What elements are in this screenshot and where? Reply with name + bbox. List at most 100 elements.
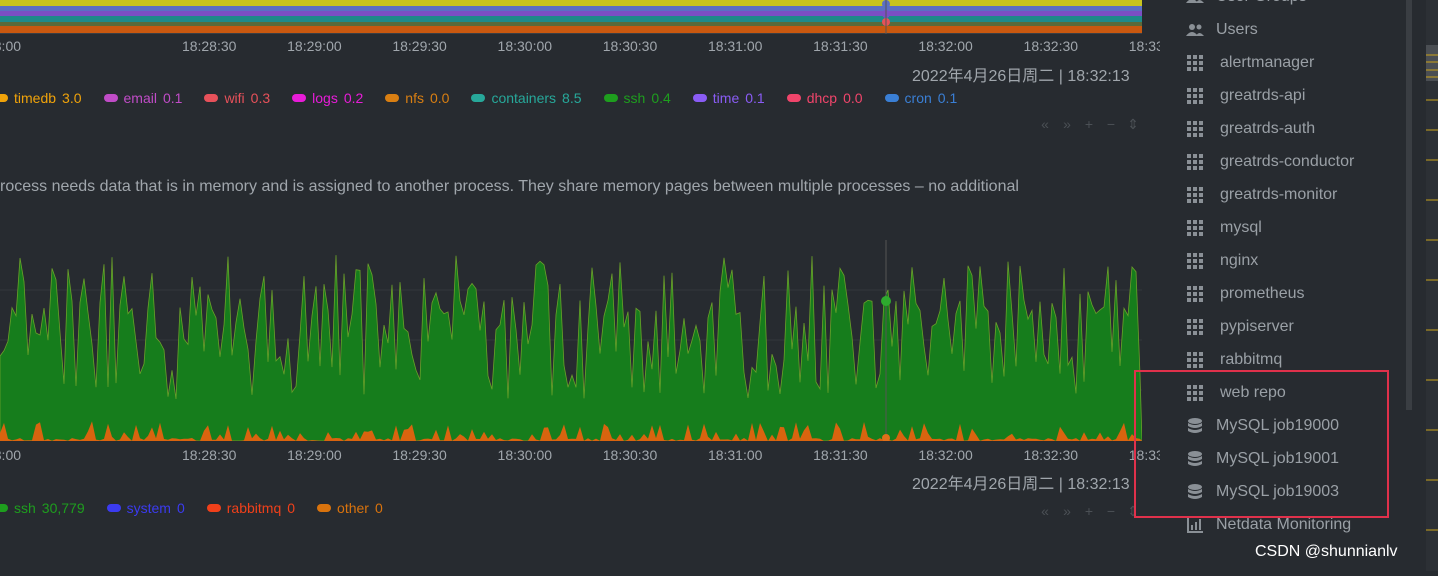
band-nfs <box>0 26 1142 33</box>
legend-label: email <box>123 90 157 106</box>
series-other-area <box>0 421 1142 441</box>
sidebar-item-web-repo[interactable]: web repo <box>1186 381 1286 405</box>
x-tick-label: 18:28:30 <box>181 447 237 463</box>
band-time <box>0 11 1142 16</box>
sidebar-item-greatrds-monitor[interactable]: greatrds-monitor <box>1186 183 1337 207</box>
legend-item-containers[interactable]: containers 8.5 <box>471 90 582 106</box>
legend-value: 30,779 <box>41 500 85 516</box>
legend-item-ssh[interactable]: ssh 0.4 <box>603 90 671 106</box>
pan-right-button[interactable]: » <box>1063 116 1071 132</box>
sidebar-item-label: greatrds-api <box>1220 87 1306 104</box>
database-icon <box>1186 483 1204 501</box>
sidebar-item-label: pypiserver <box>1220 318 1294 335</box>
sidebar-item-greatrds-auth[interactable]: greatrds-auth <box>1186 117 1315 141</box>
sidebar-item-label: prometheus <box>1220 285 1305 302</box>
zoom-out-button[interactable]: − <box>1106 503 1116 519</box>
sidebar-item-mysql[interactable]: mysql <box>1186 216 1262 240</box>
legend-value: 0 <box>176 500 185 516</box>
legend-item-system[interactable]: system 0 <box>106 500 185 516</box>
band-cron <box>0 6 1142 11</box>
chart-top-timestamp: 2022年4月26日周二 | 18:32:13 <box>912 68 1130 85</box>
legend-item-other[interactable]: other 0 <box>317 500 383 516</box>
legend-item-nfs[interactable]: nfs 0.0 <box>385 90 449 106</box>
x-tick-label: 18:30:00 <box>497 38 553 54</box>
zoom-out-button[interactable]: − <box>1106 116 1116 132</box>
legend-item-timedb[interactable]: timedb 3.0 <box>0 90 82 106</box>
highlight-annotation <box>1134 370 1389 518</box>
sidebar-item-user-groups[interactable]: User Groups <box>1186 0 1307 9</box>
database-icon <box>1186 417 1204 435</box>
sidebar-item-mysql-job19001[interactable]: MySQL job19001 <box>1186 447 1339 471</box>
legend-value: 0.2 <box>343 90 364 106</box>
x-tick-label: 18:33:00 <box>1128 38 1160 54</box>
legend-label: timedb <box>14 90 57 106</box>
sidebar-item-rabbitmq[interactable]: rabbitmq <box>1186 348 1282 372</box>
legend-item-cron[interactable]: cron 0.1 <box>884 90 958 106</box>
x-tick-label: 28:00 <box>0 38 22 54</box>
chart-bottom-toolbar: « » + − ⇕ <box>1036 503 1142 520</box>
x-tick-label: 18:32:00 <box>918 38 973 54</box>
grid-icon <box>1186 186 1204 204</box>
sidebar-item-prometheus[interactable]: prometheus <box>1186 282 1305 306</box>
legend-value: 0.1 <box>937 90 958 106</box>
sidebar-item-mysql-job19000[interactable]: MySQL job19000 <box>1186 414 1339 438</box>
resize-button[interactable]: ⇕ <box>1127 503 1139 519</box>
legend-swatch <box>103 94 118 102</box>
chart-bottom-plot <box>0 240 1142 441</box>
legend-item-time[interactable]: time 0.1 <box>692 90 765 106</box>
sidebar-item-alertmanager[interactable]: alertmanager <box>1186 51 1314 75</box>
legend-swatch <box>471 94 486 102</box>
zoom-in-button[interactable]: + <box>1084 116 1094 132</box>
legend-label: logs <box>312 90 338 106</box>
pan-left-button[interactable]: « <box>1041 503 1049 519</box>
legend-swatch <box>0 504 8 512</box>
chart-top-legend: timedb 3.0 email 0.1 wifi 0.3 logs 0.2 nfs 0.0 con… <box>0 90 979 106</box>
grid-icon <box>1186 351 1204 369</box>
band-timedb <box>0 0 1142 6</box>
sidebar-item-label: MySQL job19000 <box>1216 417 1340 434</box>
sidebar-item-nginx[interactable]: nginx <box>1186 249 1258 273</box>
x-tick-label: 18:32:30 <box>1023 38 1079 54</box>
grid-icon <box>1186 285 1204 303</box>
sidebar-item-users[interactable]: Users <box>1186 18 1258 42</box>
chart-top-toolbar: « » + − ⇕ <box>1036 116 1142 133</box>
grid-icon <box>1186 384 1204 402</box>
zoom-in-button[interactable]: + <box>1084 503 1094 519</box>
x-tick-label: 18:31:00 <box>707 38 763 54</box>
legend-value: 0.1 <box>745 90 765 106</box>
minimap-strip[interactable] <box>1426 0 1438 571</box>
grid-icon <box>1186 252 1204 270</box>
legend-item-dhcp[interactable]: dhcp 0.0 <box>786 90 863 106</box>
chart-bottom[interactable] <box>0 240 1142 441</box>
legend-swatch <box>385 94 400 102</box>
legend-item-wifi[interactable]: wifi 0.3 <box>204 90 270 106</box>
chart-top[interactable] <box>0 0 1142 34</box>
legend-swatch <box>317 504 332 512</box>
resize-button[interactable]: ⇕ <box>1127 116 1139 132</box>
sidebar-item-label: Netdata Monitoring <box>1216 516 1352 533</box>
legend-value: 0 <box>374 500 383 516</box>
sidebar-item-pypiserver[interactable]: pypiserver <box>1186 315 1294 339</box>
sidebar-item-greatrds-api[interactable]: greatrds-api <box>1186 84 1305 108</box>
sidebar-scrollbar[interactable] <box>1406 0 1412 410</box>
sidebar-item-mysql-job19003[interactable]: MySQL job19003 <box>1186 480 1339 504</box>
users-icon <box>1186 0 1204 6</box>
legend-value: 0 <box>287 500 296 516</box>
grid-icon <box>1186 87 1204 105</box>
x-tick-label: 18:33:00 <box>1128 447 1160 463</box>
pan-right-button[interactable]: » <box>1063 503 1071 519</box>
legend-item-rabbitmq[interactable]: rabbitmq 0 <box>206 500 296 516</box>
sidebar-item-netdata-monitoring[interactable]: Netdata Monitoring <box>1186 513 1351 537</box>
legend-item-ssh[interactable]: ssh 30,779 <box>0 500 85 516</box>
sidebar-item-label: MySQL job19003 <box>1216 483 1340 500</box>
legend-label: ssh <box>623 90 646 106</box>
legend-value: 8.5 <box>562 90 582 106</box>
legend-item-email[interactable]: email 0.1 <box>103 90 182 106</box>
pan-left-button[interactable]: « <box>1041 116 1049 132</box>
sidebar-item-label: alertmanager <box>1220 54 1315 71</box>
legend-item-logs[interactable]: logs 0.2 <box>292 90 363 106</box>
sidebar-item-label: greatrds-auth <box>1220 120 1316 137</box>
sidebar-item-greatrds-conductor[interactable]: greatrds-conductor <box>1186 150 1354 174</box>
x-tick-label: 18:29:30 <box>392 38 447 54</box>
legend-label: ssh <box>14 500 36 516</box>
